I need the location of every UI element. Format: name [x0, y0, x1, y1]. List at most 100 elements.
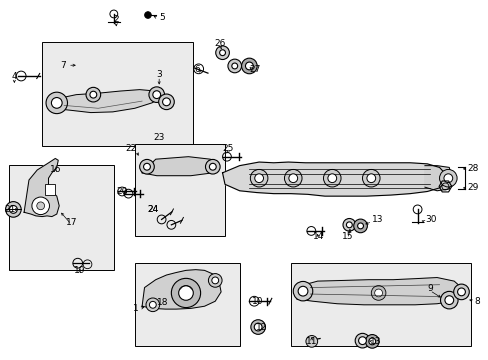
Bar — [135, 144, 224, 235]
Ellipse shape — [171, 278, 200, 307]
Text: 10: 10 — [252, 297, 264, 306]
Ellipse shape — [140, 159, 154, 174]
Ellipse shape — [51, 98, 62, 108]
Ellipse shape — [368, 338, 375, 345]
Ellipse shape — [245, 62, 253, 70]
Ellipse shape — [439, 170, 456, 187]
Text: 27: 27 — [249, 65, 260, 74]
Text: 16: 16 — [49, 166, 61, 175]
Ellipse shape — [146, 298, 159, 312]
Bar — [44, 184, 55, 195]
Bar — [290, 263, 470, 346]
Ellipse shape — [32, 197, 49, 215]
Text: 15: 15 — [342, 232, 353, 241]
Ellipse shape — [298, 286, 307, 296]
Ellipse shape — [444, 296, 453, 305]
Ellipse shape — [250, 320, 265, 334]
Text: 26: 26 — [214, 39, 225, 48]
Text: 20: 20 — [116, 187, 127, 196]
Text: 11: 11 — [305, 337, 317, 346]
Text: 1: 1 — [133, 304, 139, 313]
Ellipse shape — [254, 323, 262, 331]
Polygon shape — [24, 158, 59, 217]
Ellipse shape — [346, 222, 351, 228]
Ellipse shape — [209, 163, 216, 170]
Ellipse shape — [241, 58, 257, 74]
Ellipse shape — [153, 91, 160, 99]
Polygon shape — [142, 270, 221, 309]
Text: 22: 22 — [125, 144, 137, 153]
Ellipse shape — [215, 46, 229, 59]
Polygon shape — [297, 278, 462, 305]
Bar — [135, 263, 239, 346]
Text: 28: 28 — [467, 164, 478, 173]
Polygon shape — [222, 162, 444, 196]
Ellipse shape — [143, 163, 150, 170]
Text: 24: 24 — [147, 205, 159, 214]
Ellipse shape — [162, 98, 170, 106]
Text: 18: 18 — [157, 298, 168, 307]
Text: 19: 19 — [74, 266, 85, 275]
Ellipse shape — [158, 94, 174, 109]
Polygon shape — [424, 166, 451, 191]
Ellipse shape — [293, 282, 312, 301]
Ellipse shape — [305, 336, 317, 347]
Ellipse shape — [178, 285, 193, 300]
Ellipse shape — [144, 12, 151, 18]
Ellipse shape — [323, 170, 340, 187]
Ellipse shape — [227, 59, 241, 73]
Ellipse shape — [90, 91, 97, 98]
Text: 13: 13 — [371, 215, 383, 224]
Ellipse shape — [9, 206, 17, 213]
Ellipse shape — [208, 274, 222, 287]
Text: 23: 23 — [153, 133, 164, 142]
Text: 4: 4 — [12, 72, 17, 81]
Ellipse shape — [342, 219, 355, 231]
Text: 2: 2 — [113, 15, 119, 24]
Ellipse shape — [37, 202, 44, 210]
Ellipse shape — [250, 170, 267, 187]
Ellipse shape — [211, 277, 218, 284]
Text: 5: 5 — [159, 13, 164, 22]
Ellipse shape — [374, 289, 382, 297]
Ellipse shape — [231, 63, 237, 69]
Ellipse shape — [353, 219, 366, 233]
Bar — [9, 165, 114, 270]
Text: 9: 9 — [426, 284, 432, 293]
Ellipse shape — [443, 174, 452, 183]
Ellipse shape — [453, 284, 468, 300]
Ellipse shape — [357, 223, 363, 229]
Ellipse shape — [149, 301, 156, 308]
Text: 7: 7 — [60, 61, 66, 70]
Ellipse shape — [46, 92, 67, 114]
Ellipse shape — [205, 159, 220, 174]
Ellipse shape — [440, 291, 457, 309]
Ellipse shape — [86, 87, 101, 102]
Ellipse shape — [284, 170, 302, 187]
Bar — [42, 42, 193, 146]
Text: 13: 13 — [369, 337, 381, 346]
Text: 3: 3 — [156, 70, 162, 79]
Text: 21: 21 — [5, 205, 16, 214]
Ellipse shape — [149, 87, 164, 103]
Ellipse shape — [358, 337, 366, 345]
Ellipse shape — [370, 285, 385, 300]
Text: 8: 8 — [474, 297, 479, 306]
Text: 14: 14 — [312, 232, 324, 241]
Text: 24: 24 — [147, 205, 159, 214]
Ellipse shape — [5, 202, 21, 217]
Polygon shape — [53, 90, 161, 113]
Ellipse shape — [219, 50, 225, 55]
Ellipse shape — [457, 288, 465, 296]
Text: 17: 17 — [65, 218, 77, 227]
Ellipse shape — [366, 174, 375, 183]
Text: 29: 29 — [467, 183, 478, 192]
Ellipse shape — [362, 170, 379, 187]
Text: 12: 12 — [255, 323, 267, 332]
Ellipse shape — [354, 333, 369, 348]
Text: 25: 25 — [222, 144, 234, 153]
Text: 6: 6 — [194, 65, 200, 74]
Polygon shape — [142, 157, 217, 176]
Ellipse shape — [327, 174, 336, 183]
Text: 30: 30 — [424, 215, 435, 224]
